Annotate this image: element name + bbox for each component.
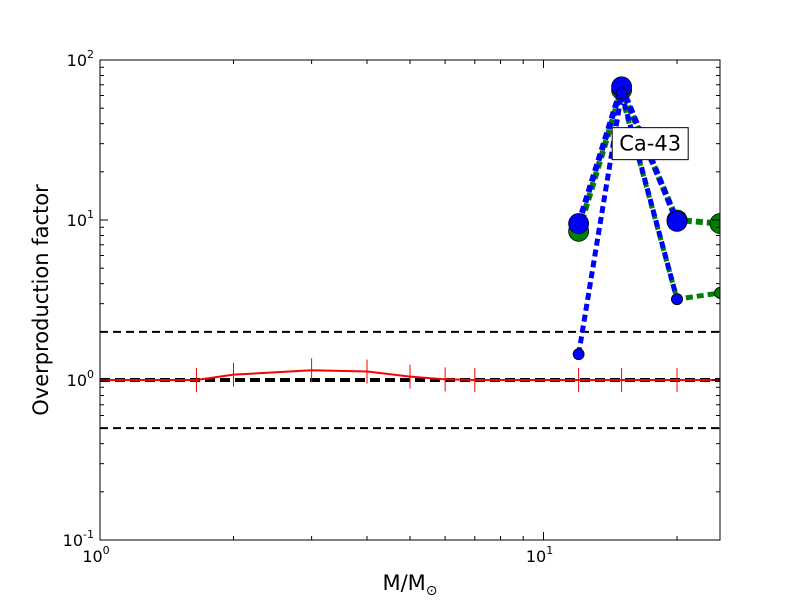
x-tick-label-1: 101	[526, 544, 553, 566]
x-axis-label-sub: ⊙	[426, 583, 438, 599]
tick-marks	[99, 59, 720, 541]
y-tick-label-2: 101	[67, 208, 94, 230]
x-tick-base-0: 10	[82, 547, 102, 566]
annotation-group: Ca-43	[611, 127, 689, 161]
x-axis-label: M/M⊙	[382, 571, 437, 599]
series-point-blue-dashed-large-0	[568, 213, 590, 234]
series-solid-red	[100, 358, 720, 392]
annotation-label: Ca-43	[619, 132, 681, 156]
annotation-box	[611, 127, 689, 161]
data-series	[100, 76, 720, 392]
series-line-green-dashed-large	[575, 86, 720, 233]
series-point-blue-dashed-small-0	[572, 348, 585, 361]
y-axis-label: Overproduction factor	[29, 184, 53, 416]
y-tick-label-0: 10-1	[63, 528, 94, 550]
y-tick-base-3: 10	[67, 51, 87, 70]
x-tick-exp-1: 1	[546, 544, 553, 557]
series-blue-dashed-small	[572, 87, 683, 361]
x-tick-exp-0: 0	[103, 544, 110, 557]
x-tick-base-1: 10	[526, 547, 546, 566]
y-tick-exp-2: 1	[87, 208, 94, 221]
series-line-solid-red	[100, 369, 720, 381]
y-tick-base-1: 10	[67, 371, 87, 390]
series-point-green-dashed-large-3	[709, 213, 720, 234]
y-tick-exp-3: 2	[87, 48, 94, 61]
y-tick-label-1: 100	[67, 368, 94, 390]
x-tick-label-0: 100	[82, 544, 109, 566]
y-tick-label-3: 102	[67, 48, 94, 70]
series-point-green-dashed-small-2	[714, 287, 720, 299]
series-point-blue-dashed-large-2	[666, 211, 688, 232]
series-point-blue-dashed-small-2	[671, 293, 683, 306]
x-axis-label-main: M/M	[382, 571, 425, 595]
y-tick-base-2: 10	[67, 211, 87, 230]
axis-labels: M/M⊙ Overproduction factor	[29, 184, 438, 599]
series-point-blue-dashed-small-1	[615, 87, 628, 100]
y-tick-exp-0: -1	[83, 528, 94, 541]
y-tick-base-0: 10	[63, 531, 83, 550]
y-tick-exp-1: 0	[87, 368, 94, 381]
